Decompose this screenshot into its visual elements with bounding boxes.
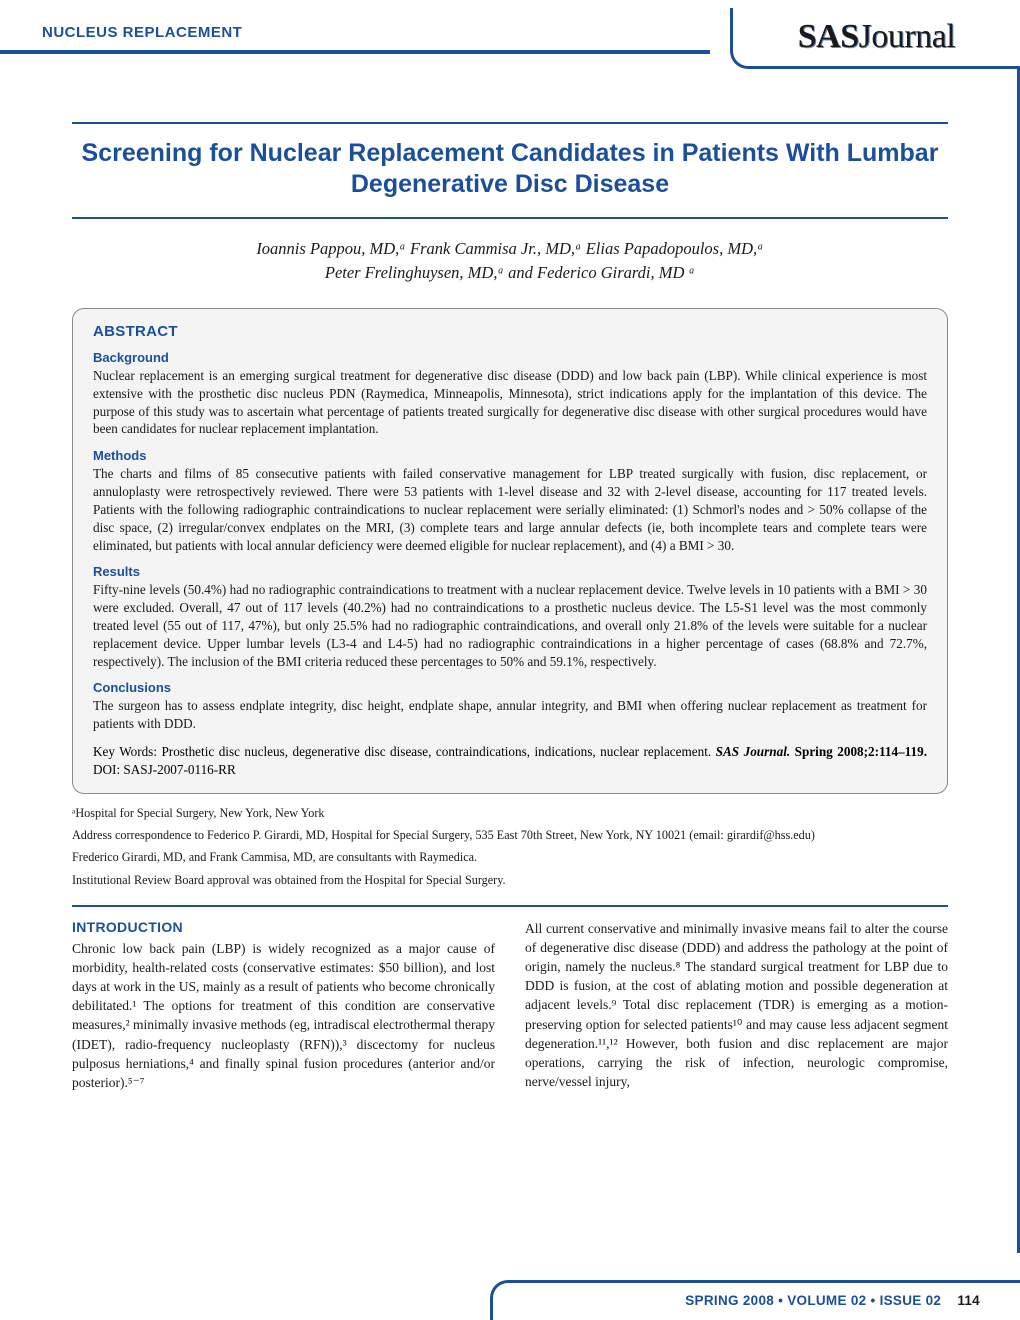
journal-ref: SAS Journal.: [716, 744, 791, 759]
authors-line-2: Peter Frelinghuysen, MD,ᵃ and Federico G…: [72, 261, 948, 286]
authors-block: Ioannis Pappou, MD,ᵃ Frank Cammisa Jr., …: [72, 237, 948, 287]
header-rule: [0, 50, 710, 54]
citation-text: Spring 2008;2:114–119.: [790, 744, 927, 759]
abstract-keywords: Key Words: Prosthetic disc nucleus, dege…: [93, 743, 927, 779]
footer-tab: SPRING 2008 • VOLUME 02 • ISSUE 02 114: [490, 1280, 1020, 1320]
abstract-background-text: Nuclear replacement is an emerging surgi…: [93, 367, 927, 438]
journal-logo: SASJournal: [798, 18, 955, 55]
correspondence: Address correspondence to Federico P. Gi…: [72, 826, 948, 844]
abstract-conclusions-label: Conclusions: [93, 680, 927, 695]
footer-issue-text: SPRING 2008 • VOLUME 02 • ISSUE 02: [685, 1293, 941, 1308]
authors-line-1: Ioannis Pappou, MD,ᵃ Frank Cammisa Jr., …: [72, 237, 948, 262]
title-rule-bottom: [72, 217, 948, 219]
column-left: INTRODUCTION Chronic low back pain (LBP)…: [72, 919, 495, 1092]
irb-statement: Institutional Review Board approval was …: [72, 871, 948, 889]
keywords-text: Key Words: Prosthetic disc nucleus, dege…: [93, 744, 716, 759]
footer-issue: SPRING 2008 • VOLUME 02 • ISSUE 02 114: [685, 1293, 980, 1308]
abstract-conclusions-text: The surgeon has to assess endplate integ…: [93, 697, 927, 733]
article-content: Screening for Nuclear Replacement Candid…: [0, 72, 1020, 1092]
disclosure: Frederico Girardi, MD, and Frank Cammisa…: [72, 848, 948, 866]
introduction-heading: INTRODUCTION: [72, 919, 495, 935]
title-rule-top: [72, 122, 948, 124]
affiliation-a: ᵃHospital for Special Surgery, New York,…: [72, 804, 948, 822]
abstract-box: ABSTRACT Background Nuclear replacement …: [72, 308, 948, 794]
introduction-rule: [72, 905, 948, 907]
body-columns: INTRODUCTION Chronic low back pain (LBP)…: [72, 919, 948, 1092]
section-label: NUCLEUS REPLACEMENT: [42, 24, 242, 41]
introduction-col1-text: Chronic low back pain (LBP) is widely re…: [72, 939, 495, 1092]
doi-text: DOI: SASJ-2007-0116-RR: [93, 762, 236, 777]
journal-logo-tab: SASJournal: [730, 8, 1020, 69]
introduction-col2-text: All current conservative and minimally i…: [525, 919, 948, 1091]
abstract-methods-text: The charts and films of 85 consecutive p…: [93, 465, 927, 554]
column-right: All current conservative and minimally i…: [525, 919, 948, 1092]
page-header: NUCLEUS REPLACEMENT SASJournal: [0, 0, 1020, 72]
abstract-results-label: Results: [93, 564, 927, 579]
abstract-heading: ABSTRACT: [93, 323, 927, 340]
abstract-background-label: Background: [93, 350, 927, 365]
abstract-methods-label: Methods: [93, 448, 927, 463]
footer-page-number: 114: [957, 1293, 980, 1308]
abstract-results-text: Fifty-nine levels (50.4%) had no radiogr…: [93, 581, 927, 670]
article-title: Screening for Nuclear Replacement Candid…: [72, 138, 948, 201]
